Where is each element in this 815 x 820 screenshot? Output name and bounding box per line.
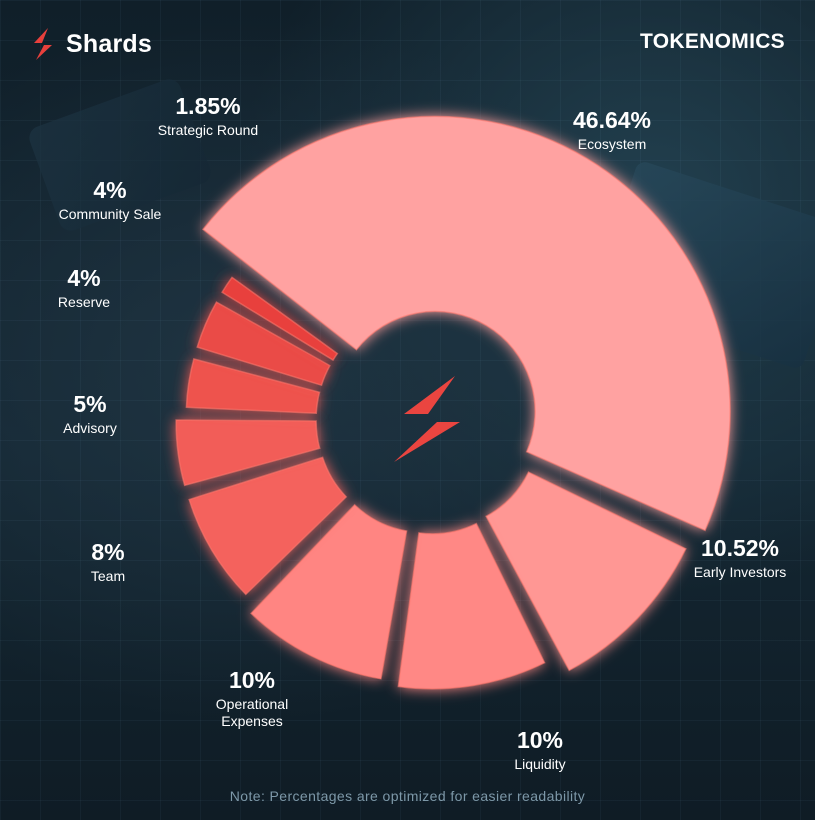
data-label: 8% [91,539,124,565]
brand-name: Shards [66,29,152,58]
footnote: Note: Percentages are optimized for easi… [229,788,586,804]
category-label: Operational [216,696,288,712]
data-label: 4% [67,265,100,291]
shards-logo-icon [34,28,52,60]
chart-labels: 46.64% Ecosystem 10.52% Early Investors 10% L… [58,93,786,772]
slice-strategic-round [221,276,339,362]
chart-slices [175,115,731,690]
category-label: Strategic Round [158,122,258,138]
data-label: 10% [517,727,563,753]
data-label: 5% [73,391,106,417]
category-label: Expenses [221,713,282,729]
slice-reserve [185,358,321,415]
slice-ecosystem [201,115,731,532]
category-label: Liquidity [514,756,565,772]
data-label: 10% [229,667,275,693]
category-label: Early Investors [694,564,787,580]
slice-advisory [175,419,321,487]
data-label: 4% [93,177,126,203]
slice-early-investors [485,471,687,672]
category-label: Reserve [58,294,110,310]
center-logo-icon [394,376,460,462]
category-label: Community Sale [59,206,162,222]
slice-team [188,456,348,596]
page-title: TOKENOMICS [640,30,785,53]
slice-liquidity [397,522,546,690]
data-label: 46.64% [573,107,651,133]
data-label: 1.85% [175,93,240,119]
brand: Shards [28,26,152,62]
category-label: Team [91,568,125,584]
category-label: Ecosystem [578,136,646,152]
category-label: Advisory [63,420,117,436]
slice-operational-expenses [250,503,408,680]
slice-community-sale [196,301,331,387]
data-label: 10.52% [701,535,779,561]
